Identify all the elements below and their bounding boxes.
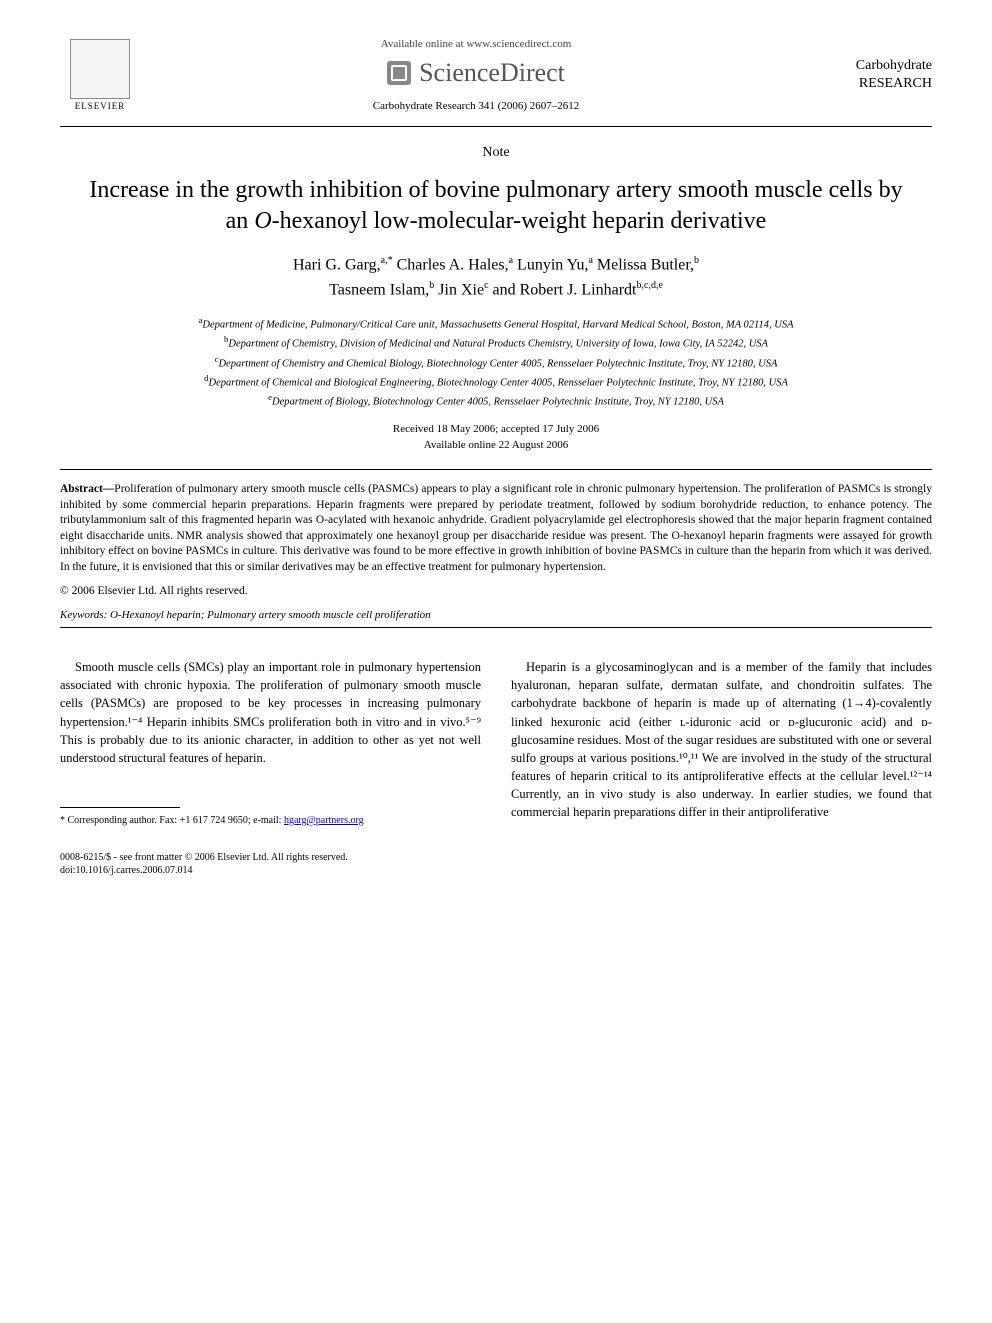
column-left: Smooth muscle cells (SMCs) play an impor… <box>60 658 481 877</box>
title-text: Increase in the growth inhibition of bov… <box>89 177 902 234</box>
keywords-label: Keywords: <box>60 609 107 621</box>
received-date: Received 18 May 2006; accepted 17 July 2… <box>60 422 932 437</box>
journal-box-line2: RESEARCH <box>812 75 932 93</box>
authors: Hari G. Garg,a,* Charles A. Hales,a Luny… <box>60 253 932 302</box>
footer-block: 0008-6215/$ - see front matter © 2006 El… <box>60 851 481 877</box>
footnote-separator <box>60 807 180 808</box>
affil-e: Department of Biology, Biotechnology Cen… <box>272 397 724 408</box>
keywords-text: O-Hexanoyl heparin; Pulmonary artery smo… <box>107 609 430 621</box>
affil-b: Department of Chemistry, Division of Med… <box>228 339 768 350</box>
body-columns: Smooth muscle cells (SMCs) play an impor… <box>60 658 932 877</box>
dates: Received 18 May 2006; accepted 17 July 2… <box>60 422 932 453</box>
corresponding-footnote: * Corresponding author. Fax: +1 617 724 … <box>60 814 481 827</box>
footnote-text: * Corresponding author. Fax: +1 617 724 … <box>60 815 284 826</box>
abstract-text: Proliferation of pulmonary artery smooth… <box>60 483 932 573</box>
abstract-bottom-rule <box>60 627 932 628</box>
body-para-2: Heparin is a glycosaminoglycan and is a … <box>511 658 932 821</box>
article-title: Increase in the growth inhibition of bov… <box>80 175 912 237</box>
available-date: Available online 22 August 2006 <box>60 438 932 453</box>
header-rule <box>60 126 932 127</box>
footnote-email-link[interactable]: hgarg@partners.org <box>284 815 364 826</box>
affil-a: Department of Medicine, Pulmonary/Critic… <box>202 320 793 331</box>
affil-c: Department of Chemistry and Chemical Bio… <box>218 358 777 369</box>
note-label: Note <box>60 145 932 161</box>
sciencedirect-logo: ScienceDirect <box>140 58 812 88</box>
center-header: Available online at www.sciencedirect.co… <box>140 38 812 112</box>
affiliations: aDepartment of Medicine, Pulmonary/Criti… <box>80 314 912 410</box>
front-matter: 0008-6215/$ - see front matter © 2006 El… <box>60 851 481 864</box>
column-right: Heparin is a glycosaminoglycan and is a … <box>511 658 932 877</box>
body-para-1: Smooth muscle cells (SMCs) play an impor… <box>60 658 481 767</box>
elsevier-tree-icon <box>70 39 130 99</box>
copyright: © 2006 Elsevier Ltd. All rights reserved… <box>60 585 932 597</box>
journal-box-line1: Carbohydrate <box>812 57 932 75</box>
doi: doi:10.1016/j.carres.2006.07.014 <box>60 864 481 877</box>
header-row: ELSEVIER Available online at www.science… <box>60 30 932 120</box>
elsevier-logo: ELSEVIER <box>60 30 140 120</box>
journal-reference: Carbohydrate Research 341 (2006) 2607–26… <box>140 100 812 112</box>
elsevier-text: ELSEVIER <box>75 101 126 111</box>
abstract: Abstract—Proliferation of pulmonary arte… <box>60 482 932 575</box>
affil-d: Department of Chemical and Biological En… <box>209 377 788 388</box>
abstract-top-rule <box>60 469 932 470</box>
abstract-label: Abstract— <box>60 483 114 495</box>
keywords: Keywords: O-Hexanoyl heparin; Pulmonary … <box>60 609 932 621</box>
journal-title-box: Carbohydrate RESEARCH <box>812 57 932 93</box>
sciencedirect-text: ScienceDirect <box>419 58 565 88</box>
sciencedirect-icon <box>387 61 411 85</box>
available-online-text: Available online at www.sciencedirect.co… <box>140 38 812 50</box>
